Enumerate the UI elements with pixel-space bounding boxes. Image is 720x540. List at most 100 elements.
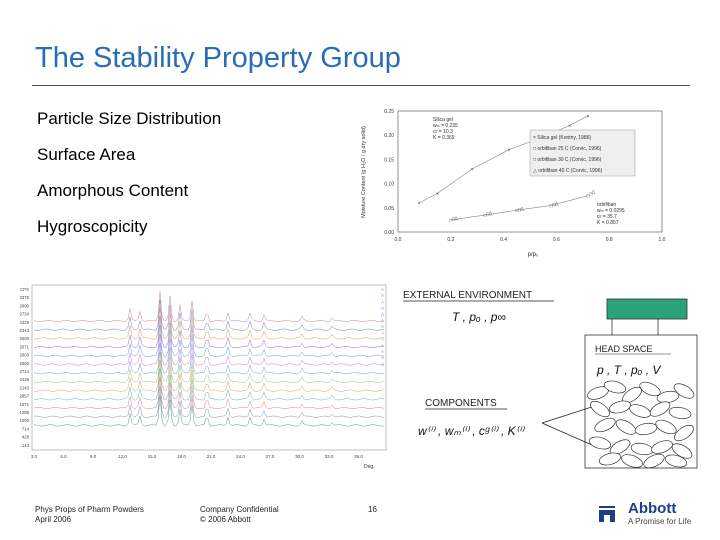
note-line: cᵍ = 35.7: [597, 214, 617, 220]
powder-particle: [651, 440, 673, 454]
trace-marker: A: [381, 349, 384, 354]
data-point: △: [554, 201, 558, 207]
data-point: □: [589, 191, 592, 197]
page-number: 16: [368, 505, 377, 514]
footer-course-title: Phys Props of Pharm Powders: [35, 505, 144, 514]
abbott-logo-icon: [599, 506, 615, 522]
fit-curve: [450, 195, 589, 221]
pointer-line: [541, 422, 593, 446]
intensity-label: 2857: [19, 394, 29, 399]
trace-marker: A: [381, 306, 384, 311]
slide-title: The Stability Property Group: [35, 42, 401, 74]
head-space-formula: p , T , pₒ , V: [596, 363, 661, 377]
two-theta-tick-labels: 3.0 6.0 9.0 12.0 15.0 18.0 21.0 24.0 27.0 30.0 33.…: [31, 454, 364, 459]
x-tick-label: 1.0: [659, 237, 666, 243]
note-line: wₘ = 0.0295: [597, 208, 625, 214]
diffraction-trace: [33, 316, 385, 349]
y-tick-label: 0.25: [384, 109, 394, 115]
intensity-label: 2429: [19, 320, 29, 325]
legend-entry: □ orbifiban 25 C (Corvic, 1996): [533, 146, 602, 152]
environment-formula: T , pₒ , p∞: [452, 310, 506, 324]
y-tick-label: 0.05: [384, 206, 394, 212]
note-line: K = 0.857: [597, 220, 619, 226]
powder-particle: [671, 443, 693, 459]
data-point: □: [449, 218, 452, 224]
plot-frame: [31, 284, 387, 451]
x-tick-label: 9.0: [90, 454, 97, 459]
powder-particle: [608, 400, 632, 414]
container-cap: [606, 298, 688, 320]
data-point: ×: [587, 114, 590, 120]
data-point: △: [454, 215, 458, 221]
data-point: ×: [436, 191, 439, 197]
diffraction-trace: [33, 395, 385, 427]
diffraction-trace: [33, 325, 385, 357]
intensity-label: 2714: [19, 369, 29, 374]
fit-curves: [418, 115, 589, 221]
legend-box: [529, 129, 636, 177]
x-tick-label: 15.0: [148, 454, 157, 459]
diffraction-trace: [33, 359, 385, 392]
data-point: ×: [418, 201, 421, 207]
x-tick-label: 0.6: [553, 237, 560, 243]
powder-particles: [587, 380, 695, 469]
trace-marker: A: [381, 312, 384, 317]
components-label: COMPONENTS: [425, 398, 497, 409]
x-axis-label: p/p₀: [528, 252, 539, 258]
trace-marker: A: [381, 337, 384, 342]
note-line: K = 0.369: [433, 135, 455, 141]
intensity-labels: CPS 3375 2990 2734 2429 2343 2600 2071 2605 2000 2…: [19, 287, 29, 448]
data-point: ×: [507, 148, 510, 154]
powder-particle: [673, 383, 695, 399]
data-point: △: [488, 211, 492, 217]
intensity-label: 143: [22, 443, 30, 448]
powder-particle: [668, 406, 692, 420]
legend-entry: × Silica gel (Kontny, 1986): [533, 135, 591, 141]
brand-name: Abbott: [628, 500, 677, 517]
bullet-item: Amorphous Content: [37, 181, 189, 200]
x-tick-label: 6.0: [60, 454, 67, 459]
note-line: cᵍ = 10.3: [433, 129, 453, 135]
diffraction-trace: [33, 351, 385, 383]
powder-particle: [621, 454, 643, 468]
intensity-label: 2605: [19, 353, 29, 358]
y-axis-label: Moisture Content (g H₂O / g dry solid): [361, 126, 367, 218]
trace-marker: A: [381, 318, 384, 323]
footer-course: Phys Props of Pharm Powders April 2006: [35, 505, 144, 525]
data-point: □: [550, 203, 553, 209]
data-point: △: [591, 189, 595, 195]
orbifiban-note: orbifiban wₘ = 0.0295 cᵍ = 35.7 K = 0.85…: [597, 202, 625, 226]
x-tick-labels: 0.0 0.2 0.4 0.6 0.8 1.0: [395, 237, 666, 243]
data-point: □: [515, 208, 518, 214]
powder-particle: [590, 400, 610, 418]
data-point: ×: [470, 167, 473, 173]
y-tick-label: 0.10: [384, 182, 394, 188]
powder-particle: [664, 454, 688, 468]
x-tick-label: 3.0: [31, 454, 38, 459]
diffraction-trace: [33, 368, 385, 401]
bullet-item: Hygroscopicity: [37, 217, 148, 236]
intensity-label: 1000: [19, 418, 29, 423]
x-axis-label: Deg.: [364, 464, 375, 470]
data-point: □: [552, 202, 555, 208]
data-point: △: [520, 206, 524, 212]
powder-particle: [594, 417, 616, 433]
head-space-label: HEAD SPACE: [595, 344, 652, 354]
powder-particle: [655, 419, 677, 435]
data-point: ×: [568, 124, 571, 130]
intensity-label: 2343: [19, 328, 29, 333]
data-point: □: [518, 207, 521, 213]
trace-marker: A: [381, 330, 384, 335]
trace-marker: A: [381, 361, 384, 366]
y-tick-label: 0.00: [384, 230, 394, 236]
data-point: □: [484, 213, 487, 219]
powder-particle: [674, 424, 694, 442]
x-tick-label: 33.0: [325, 454, 334, 459]
intensity-label: CPS: [20, 287, 29, 292]
intensity-label: 2734: [19, 312, 29, 317]
note-line: Silica gel: [433, 117, 453, 123]
y-tick-label: 0.15: [384, 157, 394, 163]
x-tick-label: 0.8: [606, 237, 613, 243]
intensity-label: 2990: [19, 303, 29, 308]
